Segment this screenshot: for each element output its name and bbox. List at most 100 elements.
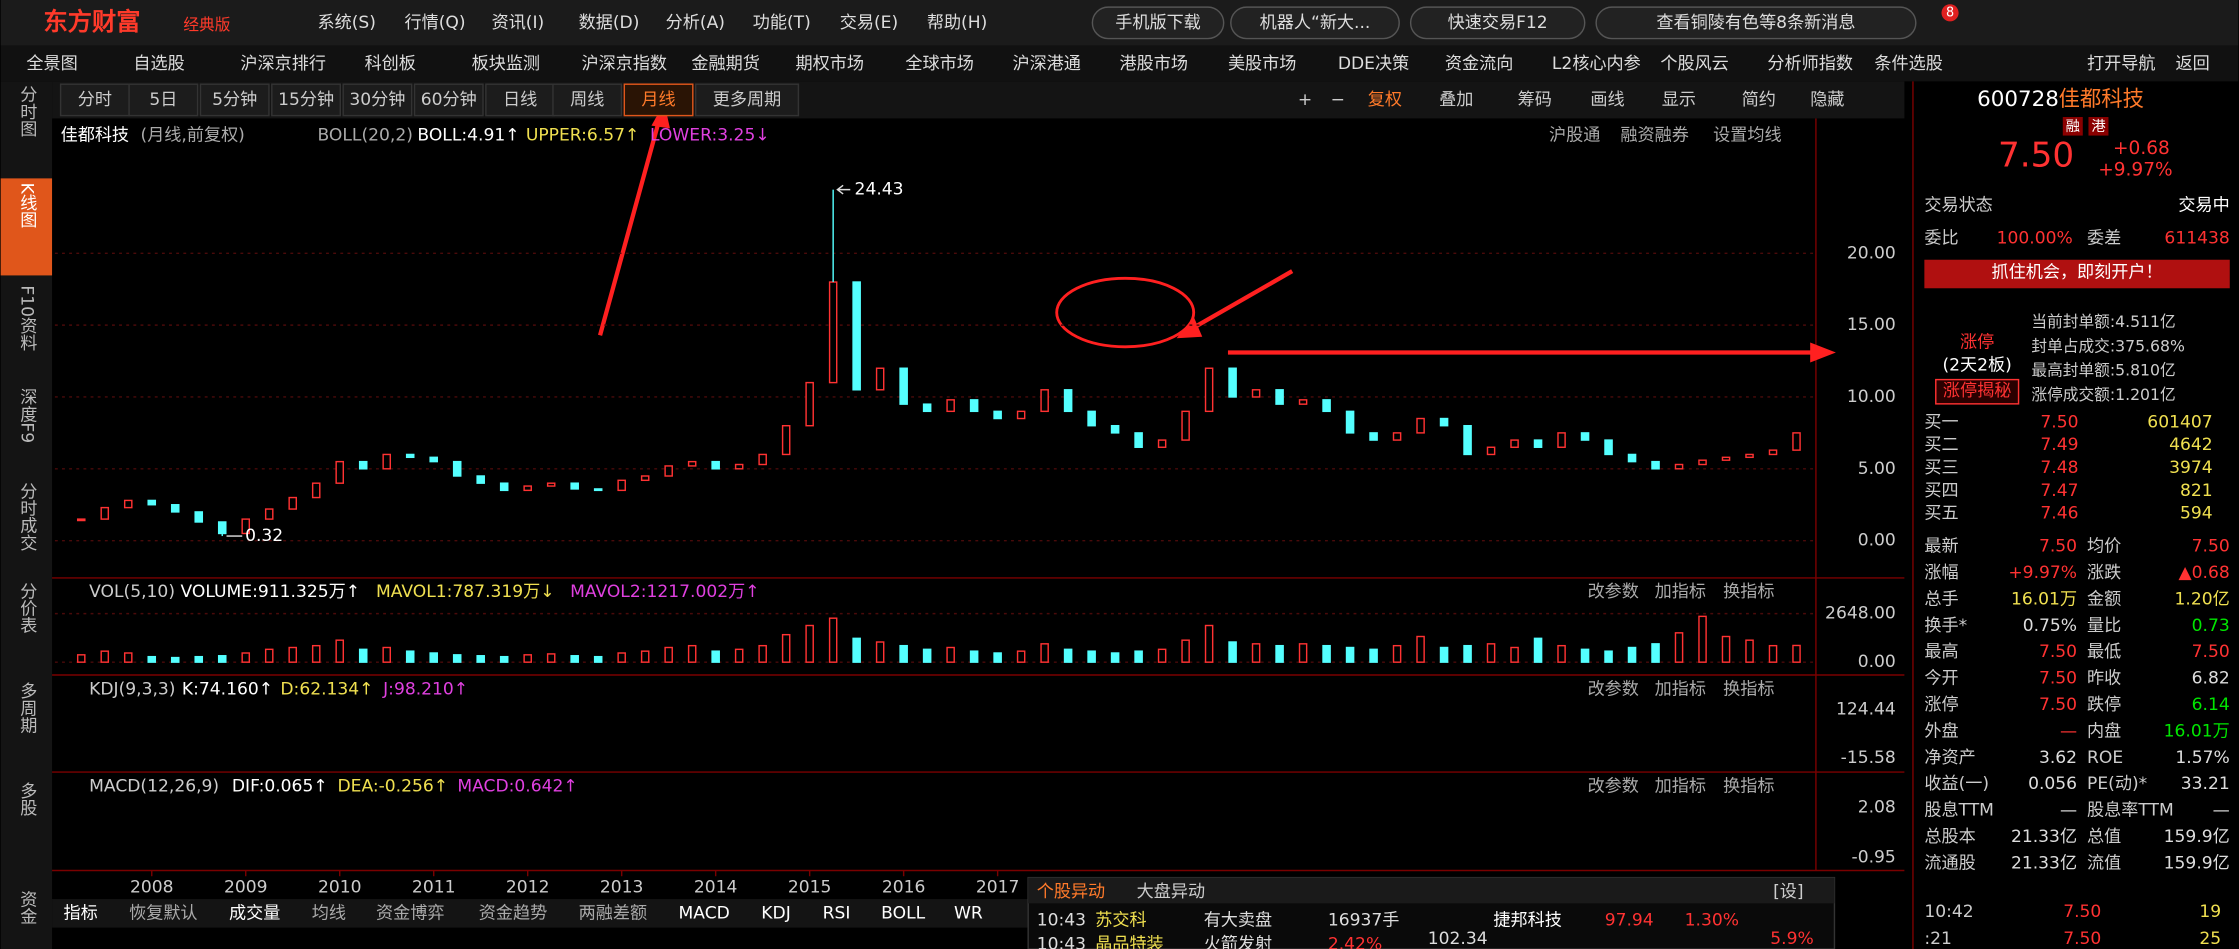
sidebar-item[interactable]: 资金 (16, 890, 37, 924)
period-button[interactable] (59, 83, 130, 117)
nav-item[interactable]: 打开导航 (2087, 54, 2155, 74)
period-label[interactable]: 月线 (641, 90, 675, 110)
menu-item[interactable]: 系统(S) (317, 13, 375, 33)
tool-button[interactable]: 隐藏 (1810, 90, 1844, 110)
menu-button[interactable] (1595, 6, 1917, 40)
chart-option[interactable]: 沪股通 (1549, 126, 1600, 146)
nav-item[interactable]: 全球市场 (905, 54, 973, 74)
nav-item[interactable]: 沪深京指数 (581, 54, 667, 74)
nav-item[interactable]: 全景图 (26, 54, 77, 74)
menu-button[interactable] (1091, 6, 1225, 40)
bottom-tab[interactable]: MACD (679, 903, 730, 923)
sidebar-item[interactable]: 多周期 (16, 682, 37, 734)
period-label[interactable]: 60分钟 (421, 90, 477, 110)
nav-item[interactable]: 沪深港通 (1012, 54, 1080, 74)
bottom-tab[interactable]: 指标 (63, 903, 97, 923)
cta[interactable]: 抓住机会，即刻开户！ (1992, 263, 2163, 283)
sidebar-item[interactable]: 多股 (16, 782, 37, 817)
panel-control[interactable]: 改参数 (1588, 582, 1639, 602)
sidebar-item[interactable]: 分价表 (16, 582, 37, 633)
nav-item[interactable]: 美股市场 (1228, 54, 1296, 74)
popup-tab[interactable]: 大盘异动 (1137, 882, 1205, 902)
panel-control[interactable]: 换指标 (1723, 776, 1774, 796)
nav-item[interactable]: 自选股 (133, 54, 184, 74)
nav-item[interactable]: 分析师指数 (1767, 54, 1853, 74)
bottom-tab[interactable]: BOLL (881, 903, 925, 923)
tool-button[interactable]: 画线 (1590, 90, 1624, 110)
period-button[interactable] (694, 83, 800, 117)
period-button[interactable] (271, 83, 342, 117)
period-button[interactable] (413, 83, 484, 117)
tool-button[interactable]: 筹码 (1518, 90, 1552, 110)
nav-item[interactable]: 科创板 (365, 54, 416, 74)
nav-item[interactable]: 期权市场 (796, 54, 864, 74)
bottom-tab[interactable]: 恢复默认 (129, 903, 197, 923)
tool-button[interactable]: + (1298, 90, 1312, 110)
menu-item[interactable]: 功能(T) (753, 13, 811, 33)
panel-control[interactable]: 换指标 (1723, 582, 1774, 602)
limit-btn[interactable]: 涨停揭秘 (1943, 381, 2011, 401)
period-label[interactable]: 5分钟 (212, 90, 257, 110)
tool-button[interactable]: 复权 (1368, 90, 1402, 110)
panel-control[interactable]: 改参数 (1588, 776, 1639, 796)
chart-option[interactable]: 设置均线 (1713, 126, 1781, 146)
period-button[interactable] (128, 83, 199, 117)
nav-item[interactable]: 金融期货 (691, 54, 759, 74)
tool-button[interactable]: 显示 (1662, 90, 1696, 110)
menu-item[interactable]: 行情(Q) (405, 13, 466, 33)
period-button[interactable] (623, 83, 694, 117)
period-label[interactable]: 周线 (570, 90, 604, 110)
nav-item[interactable]: 资金流向 (1445, 54, 1513, 74)
nav-item[interactable]: 返回 (2176, 54, 2210, 74)
period-label[interactable]: 30分钟 (349, 90, 405, 110)
sidebar-item[interactable]: 分时成交 (16, 482, 37, 550)
sidebar-item[interactable]: 分时图 (16, 86, 37, 137)
popup-tab[interactable]: 个股异动 (1037, 882, 1105, 902)
popup-settings[interactable]: [设] (1773, 882, 1803, 902)
panel-control[interactable]: 改参数 (1588, 679, 1639, 699)
nav-item[interactable]: 个股风云 (1660, 54, 1728, 74)
tool-button[interactable]: − (1331, 90, 1345, 110)
menu-item[interactable]: 帮助(H) (927, 13, 987, 33)
sidebar-item[interactable]: K线图 (16, 183, 37, 228)
sidebar-item[interactable]: 深度F9 (16, 388, 37, 443)
period-button[interactable] (199, 83, 270, 117)
bottom-tab[interactable]: 均线 (312, 903, 346, 923)
menu-item[interactable]: 交易(E) (840, 13, 898, 33)
nav-item[interactable]: 条件选股 (1874, 54, 1942, 74)
menu-item[interactable]: 数据(D) (579, 13, 640, 33)
bottom-tab[interactable]: KDJ (761, 903, 790, 923)
nav-item[interactable]: DDE决策 (1338, 54, 1409, 74)
bottom-tab[interactable]: WR (954, 903, 983, 923)
panel-control[interactable]: 加指标 (1655, 679, 1706, 699)
menu-button-label[interactable]: 机器人“新大... (1260, 13, 1371, 33)
menu-button[interactable] (1230, 6, 1400, 40)
menu-item[interactable]: 资讯(I) (492, 13, 545, 33)
menu-button-label[interactable]: 查看铜陵有色等8条新消息 (1656, 13, 1855, 33)
menu-button[interactable] (1409, 6, 1586, 40)
period-label[interactable]: 日线 (503, 90, 537, 110)
menu-button-label[interactable]: 快速交易F12 (1448, 13, 1548, 33)
nav-item[interactable]: 沪深京排行 (240, 54, 326, 74)
bottom-tab[interactable]: 资金趋势 (479, 903, 547, 923)
period-label[interactable]: 15分钟 (278, 90, 334, 110)
nav-item[interactable]: L2核心内参 (1552, 54, 1641, 74)
panel-control[interactable]: 换指标 (1723, 679, 1774, 699)
period-label[interactable]: 5日 (149, 90, 177, 110)
bottom-tab[interactable]: 两融差额 (579, 903, 647, 923)
bottom-tab[interactable]: RSI (823, 903, 851, 923)
panel-control[interactable]: 加指标 (1655, 776, 1706, 796)
nav-item[interactable]: 港股市场 (1120, 54, 1188, 74)
tool-button[interactable]: 简约 (1742, 90, 1776, 110)
period-button[interactable] (342, 83, 413, 117)
period-button[interactable] (552, 83, 623, 117)
period-label[interactable]: 更多周期 (713, 90, 781, 110)
panel-control[interactable]: 加指标 (1655, 582, 1706, 602)
bottom-tab[interactable]: 成交量 (229, 903, 280, 923)
menu-button-label[interactable]: 手机版下载 (1115, 13, 1201, 33)
period-button[interactable] (485, 83, 556, 117)
period-label[interactable]: 分时 (78, 90, 112, 110)
nav-item[interactable]: 板块监测 (472, 54, 540, 74)
chart-option[interactable]: 融资融券 (1620, 126, 1688, 146)
sidebar-item[interactable]: F10资料 (16, 285, 37, 351)
